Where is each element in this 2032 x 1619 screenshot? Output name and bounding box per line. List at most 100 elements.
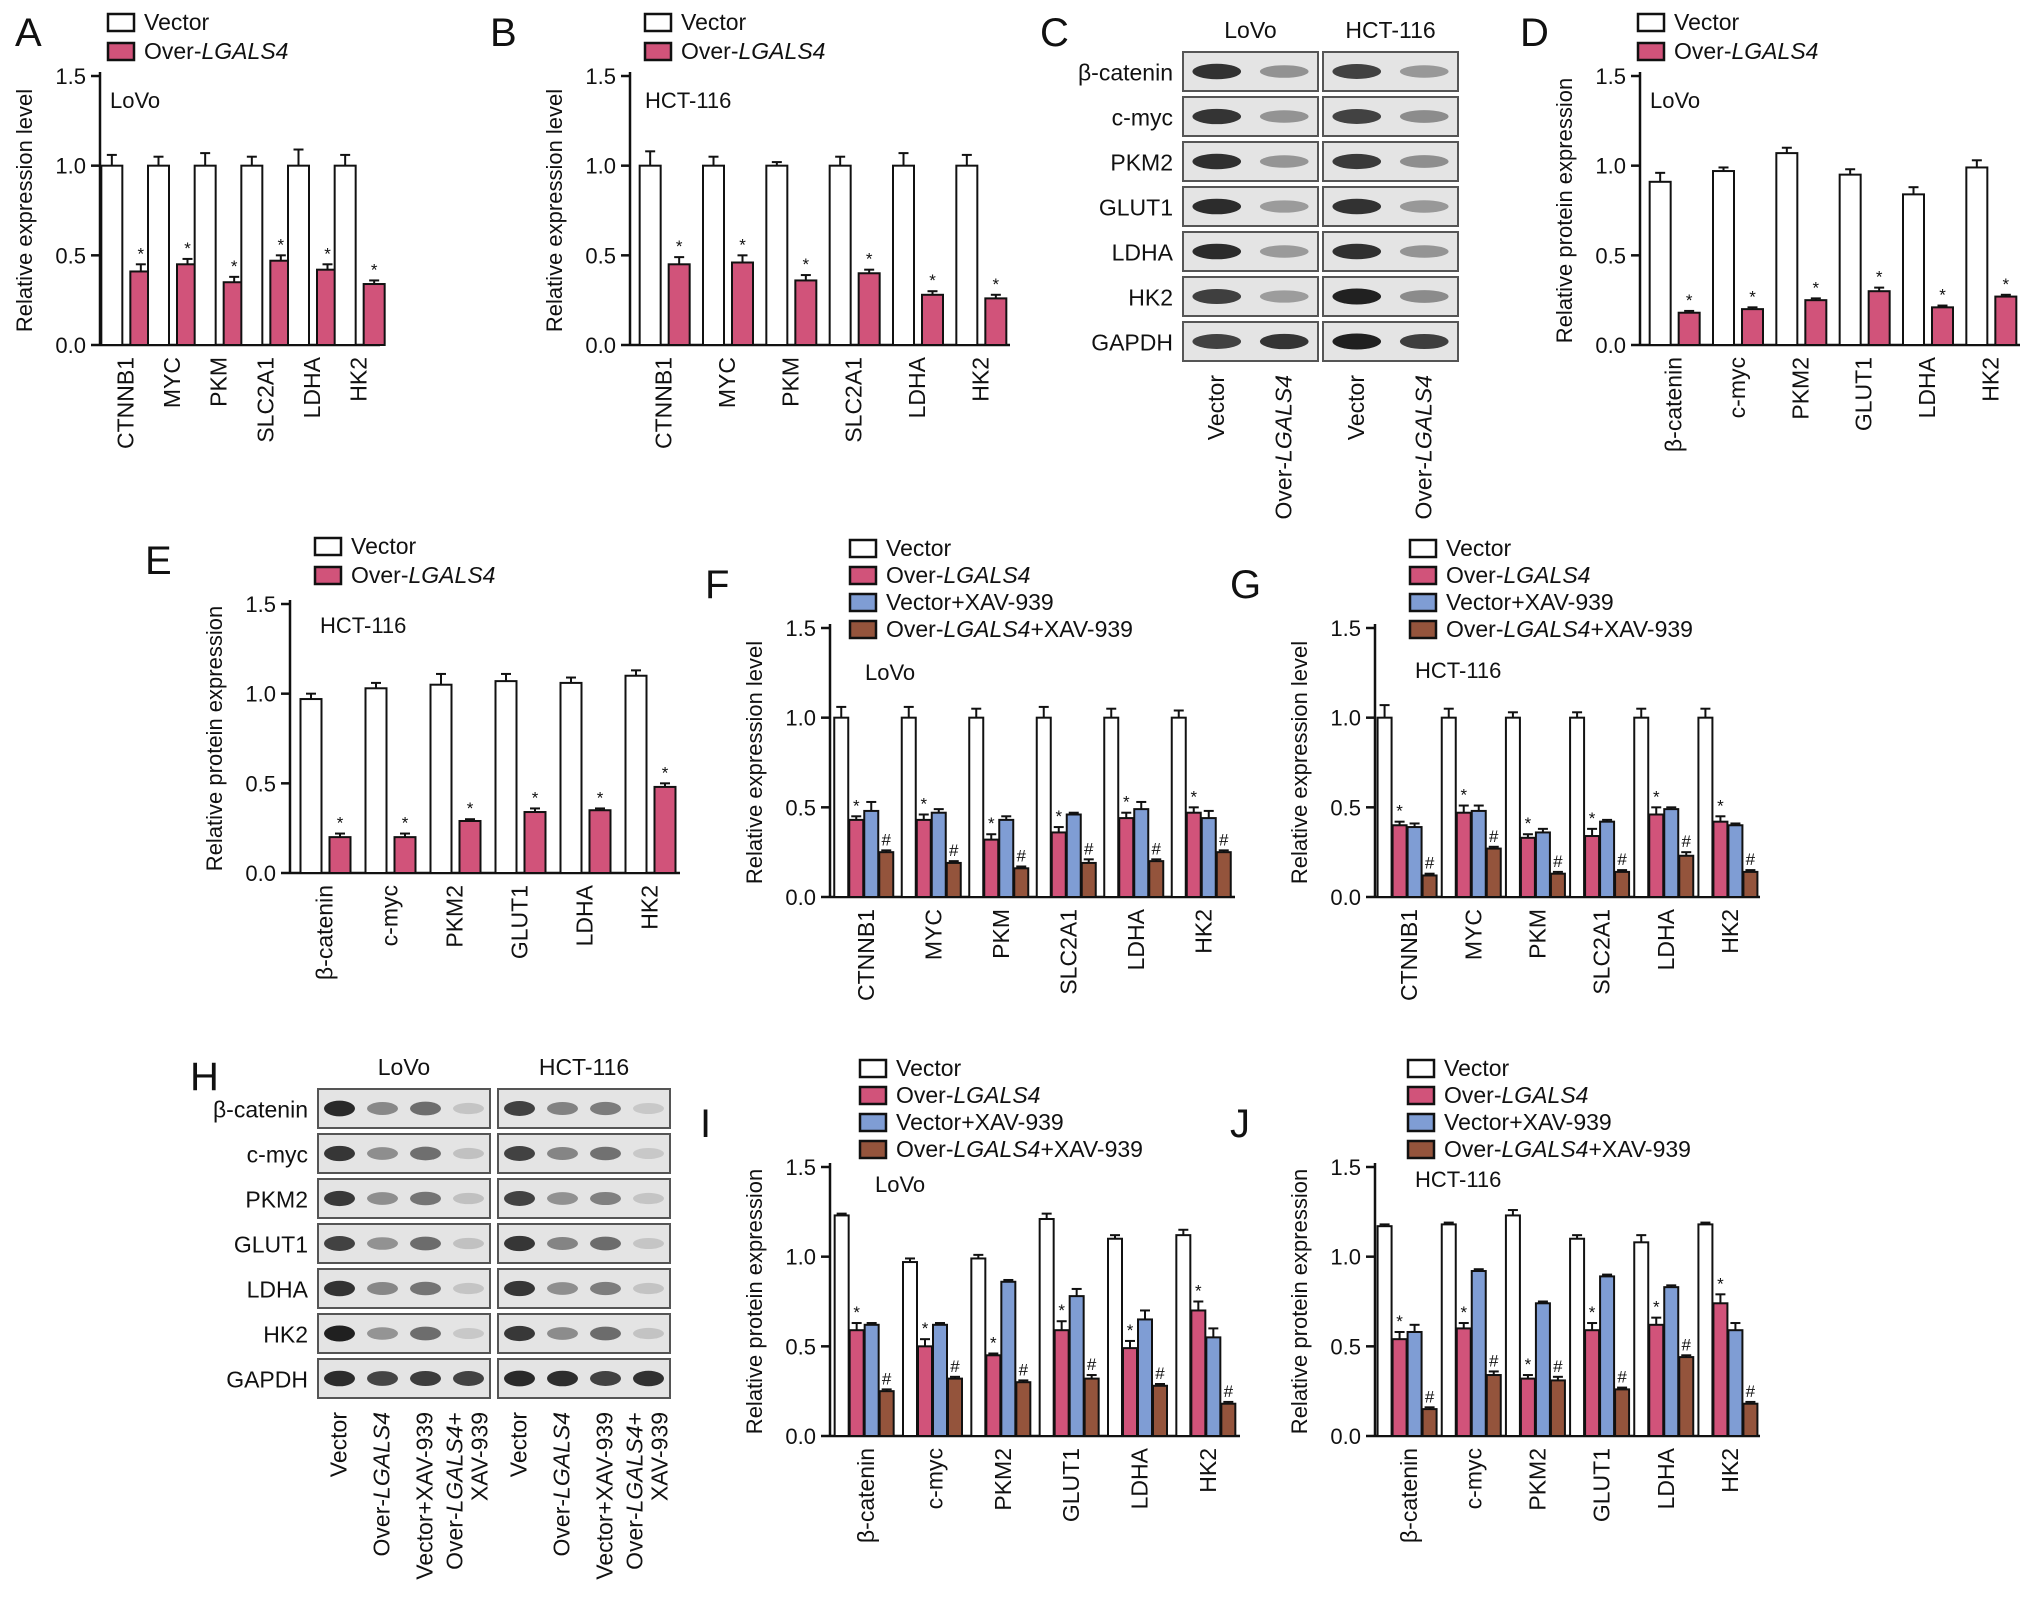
significance-star: * bbox=[920, 795, 927, 814]
x-tick-label: MYC bbox=[714, 357, 740, 408]
x-tick-label: LDHA bbox=[1653, 908, 1679, 970]
protein-band bbox=[1399, 155, 1449, 168]
significance-star: * bbox=[1749, 287, 1756, 306]
legend-gene: LGALS4 bbox=[1502, 1136, 1589, 1162]
bar-over-lgals4-5 bbox=[1118, 817, 1135, 898]
bar-vector-3 bbox=[1775, 152, 1799, 346]
bar-over-lgals4-5 bbox=[1931, 306, 1954, 346]
bar-vector-xav-939-2 bbox=[932, 1323, 948, 1438]
panel-label: C bbox=[1040, 11, 1069, 55]
significance-star: * bbox=[662, 763, 669, 782]
significance-hash: # bbox=[1155, 1364, 1165, 1383]
legend-gene: LGALS4 bbox=[409, 562, 496, 588]
significance-star: * bbox=[1396, 1312, 1403, 1331]
x-tick-label: HK2 bbox=[637, 885, 663, 930]
cell-line-label: LoVo bbox=[110, 88, 160, 113]
bar-vector-3 bbox=[970, 1257, 987, 1437]
bar-vector-3 bbox=[1504, 1214, 1521, 1438]
bar-over-lgals4-1 bbox=[1677, 311, 1701, 346]
bar-over-lgals4-3 bbox=[1519, 1377, 1536, 1437]
bar-vector-2 bbox=[147, 164, 170, 346]
protein-band bbox=[1259, 290, 1309, 303]
bar-vector-xav-939-5 bbox=[1663, 808, 1680, 898]
bar-over-lgals4-xav-939-6 bbox=[1742, 870, 1759, 898]
protein-band bbox=[547, 1192, 578, 1205]
bar-vector-6 bbox=[1965, 166, 1989, 346]
significance-hash: # bbox=[1087, 1355, 1097, 1374]
significance-star: * bbox=[184, 239, 191, 258]
protein-band bbox=[410, 1326, 441, 1341]
legend-text: Over- bbox=[896, 1082, 954, 1108]
protein-band bbox=[410, 1146, 441, 1161]
significance-hash: # bbox=[1084, 839, 1094, 858]
bar-over-lgals4-xav-939-3 bbox=[1549, 872, 1566, 898]
legend-text: Over- bbox=[144, 38, 202, 64]
x-tick-label: HK2 bbox=[967, 357, 993, 402]
significance-star: * bbox=[1717, 796, 1724, 815]
bar-vector-6 bbox=[624, 674, 648, 874]
legend-gene: LGALS4 bbox=[954, 1082, 1041, 1108]
bar-over-lgals4-4 bbox=[523, 811, 547, 875]
bar-vector-2 bbox=[702, 164, 725, 346]
y-tick-label: 1.0 bbox=[1330, 1245, 1361, 1270]
protein-band bbox=[1192, 63, 1242, 80]
protein-band bbox=[1259, 333, 1309, 350]
bar-vector-1 bbox=[1648, 180, 1672, 346]
significance-hash: # bbox=[949, 841, 959, 860]
lane-label: Vector bbox=[1343, 375, 1369, 441]
bar-over-lgals4-4 bbox=[1053, 1329, 1070, 1438]
lane-text: Vector bbox=[1203, 375, 1229, 441]
protein-band bbox=[504, 1370, 535, 1387]
cell-line-header: LoVo bbox=[1224, 17, 1276, 43]
y-tick-label: 1.0 bbox=[785, 1245, 816, 1270]
significance-hash: # bbox=[1682, 832, 1692, 851]
bar-over-lgals4-xav-939-4 bbox=[1614, 1388, 1631, 1437]
bar-over-lgals4-xav-939-1 bbox=[1421, 874, 1438, 898]
legend-label-3: Vector+XAV-939 bbox=[896, 1109, 1064, 1135]
legend-gene: LGALS4 bbox=[944, 562, 1031, 588]
cell-line-header: LoVo bbox=[378, 1054, 430, 1080]
y-tick-label: 1.5 bbox=[55, 64, 86, 89]
bar-vector-xav-939-1 bbox=[863, 809, 880, 898]
x-tick-label: PKM bbox=[206, 357, 232, 407]
protein-band bbox=[453, 1371, 484, 1386]
lane-text: Over- bbox=[1270, 462, 1296, 520]
protein-band bbox=[1399, 200, 1449, 213]
protein-band bbox=[410, 1191, 441, 1206]
significance-star: * bbox=[1813, 278, 1820, 297]
protein-band bbox=[1332, 64, 1382, 79]
bar-over-lgals4-6 bbox=[362, 283, 386, 347]
bar-over-lgals4-6 bbox=[1712, 820, 1729, 898]
y-tick-label: 0.5 bbox=[55, 243, 86, 268]
x-tick-label: LDHA bbox=[1653, 1447, 1679, 1509]
bar-vector-6 bbox=[1170, 716, 1187, 899]
legend-gene: LGALS4 bbox=[202, 38, 289, 64]
legend-swatch-1 bbox=[1408, 538, 1438, 559]
bar-over-lgals4-6 bbox=[1185, 811, 1202, 898]
y-tick-label: 0.0 bbox=[1330, 885, 1361, 910]
bar-vector-xav-939-4 bbox=[1065, 813, 1082, 898]
cell-line-header: HCT-116 bbox=[1345, 17, 1435, 43]
bar-over-lgals4-5 bbox=[921, 293, 944, 346]
bar-over-lgals4-5 bbox=[1122, 1347, 1138, 1438]
protein-band bbox=[453, 1282, 484, 1295]
protein-band bbox=[590, 1191, 621, 1206]
panel-f: FVectorOver-LGALS4Vector+XAV-939Over-LGA… bbox=[705, 535, 1235, 1001]
protein-band bbox=[1259, 245, 1309, 258]
legend-swatch-2 bbox=[858, 1085, 888, 1106]
lane-text: Vector+XAV-939 bbox=[592, 1412, 618, 1580]
cell-line-header: HCT-116 bbox=[539, 1054, 629, 1080]
protein-band bbox=[410, 1101, 441, 1116]
legend-label-4: Over-LGALS4+XAV-939 bbox=[1444, 1136, 1691, 1162]
significance-hash: # bbox=[1682, 1335, 1692, 1354]
panel-label: D bbox=[1520, 11, 1549, 55]
lane-gene: LGALS4 bbox=[549, 1412, 575, 1499]
bar-vector-3 bbox=[1504, 716, 1521, 899]
significance-star: * bbox=[990, 1334, 997, 1353]
significance-star: * bbox=[1055, 807, 1062, 826]
bar-vector-5 bbox=[559, 681, 583, 875]
significance-star: * bbox=[1589, 809, 1596, 828]
cell-line-label: LoVo bbox=[875, 1172, 925, 1197]
legend-swatch-3 bbox=[1408, 592, 1438, 613]
